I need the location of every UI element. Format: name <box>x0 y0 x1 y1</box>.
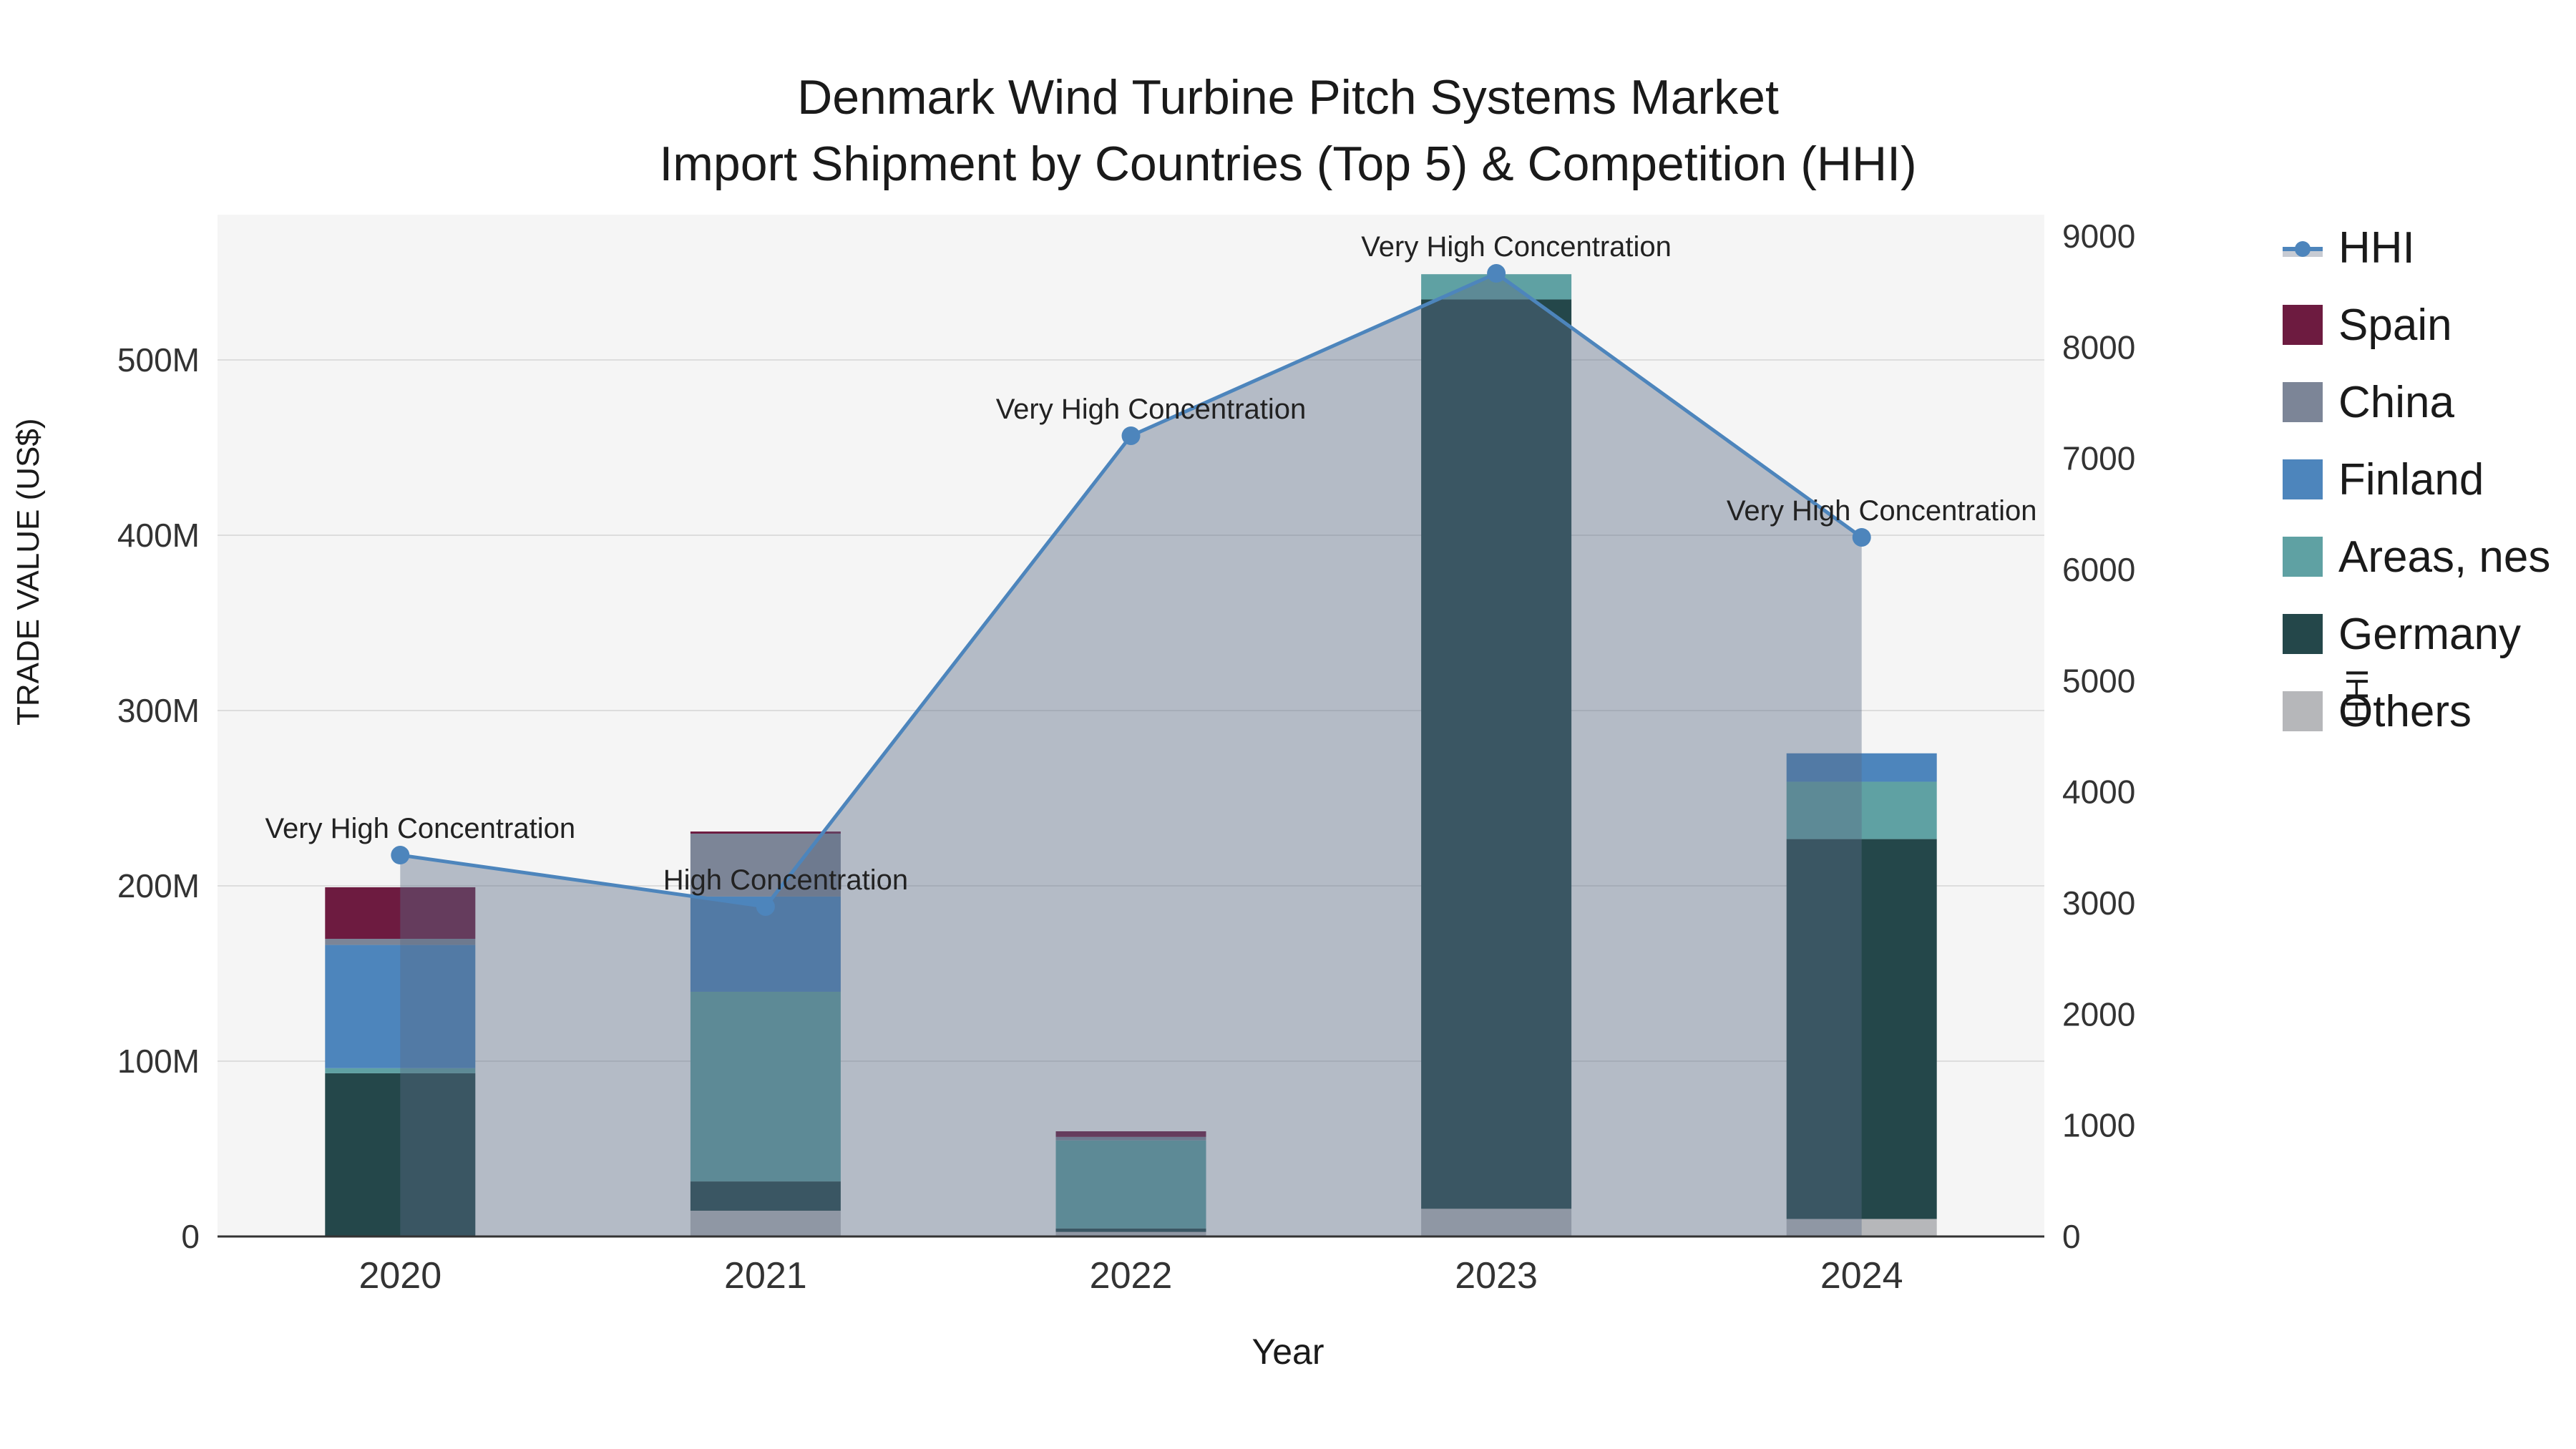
svg-text:200M: 200M <box>117 867 200 904</box>
svg-text:0: 0 <box>2062 1218 2081 1255</box>
svg-text:Very High Concentration: Very High Concentration <box>1361 231 1672 263</box>
svg-text:Very High Concentration: Very High Concentration <box>265 813 576 844</box>
svg-text:0: 0 <box>181 1218 200 1255</box>
svg-text:400M: 400M <box>117 517 200 554</box>
svg-text:6000: 6000 <box>2062 551 2135 588</box>
svg-text:2024: 2024 <box>1820 1255 1903 1297</box>
svg-text:Very High Concentration: Very High Concentration <box>1727 495 2037 527</box>
svg-text:1000: 1000 <box>2062 1107 2135 1144</box>
svg-text:2023: 2023 <box>1455 1255 1538 1297</box>
svg-text:Very High Concentration: Very High Concentration <box>996 394 1307 425</box>
svg-text:2021: 2021 <box>724 1255 807 1297</box>
svg-text:3000: 3000 <box>2062 884 2135 922</box>
svg-text:4000: 4000 <box>2062 774 2135 811</box>
svg-text:2022: 2022 <box>1090 1255 1173 1297</box>
svg-text:9000: 9000 <box>2062 218 2135 255</box>
svg-text:High Concentration: High Concentration <box>663 864 908 896</box>
svg-text:8000: 8000 <box>2062 328 2135 366</box>
svg-text:2000: 2000 <box>2062 995 2135 1033</box>
svg-text:300M: 300M <box>117 692 200 729</box>
svg-text:500M: 500M <box>117 341 200 379</box>
svg-text:2020: 2020 <box>358 1255 441 1297</box>
svg-text:100M: 100M <box>117 1043 200 1080</box>
svg-text:5000: 5000 <box>2062 662 2135 699</box>
svg-text:7000: 7000 <box>2062 440 2135 477</box>
